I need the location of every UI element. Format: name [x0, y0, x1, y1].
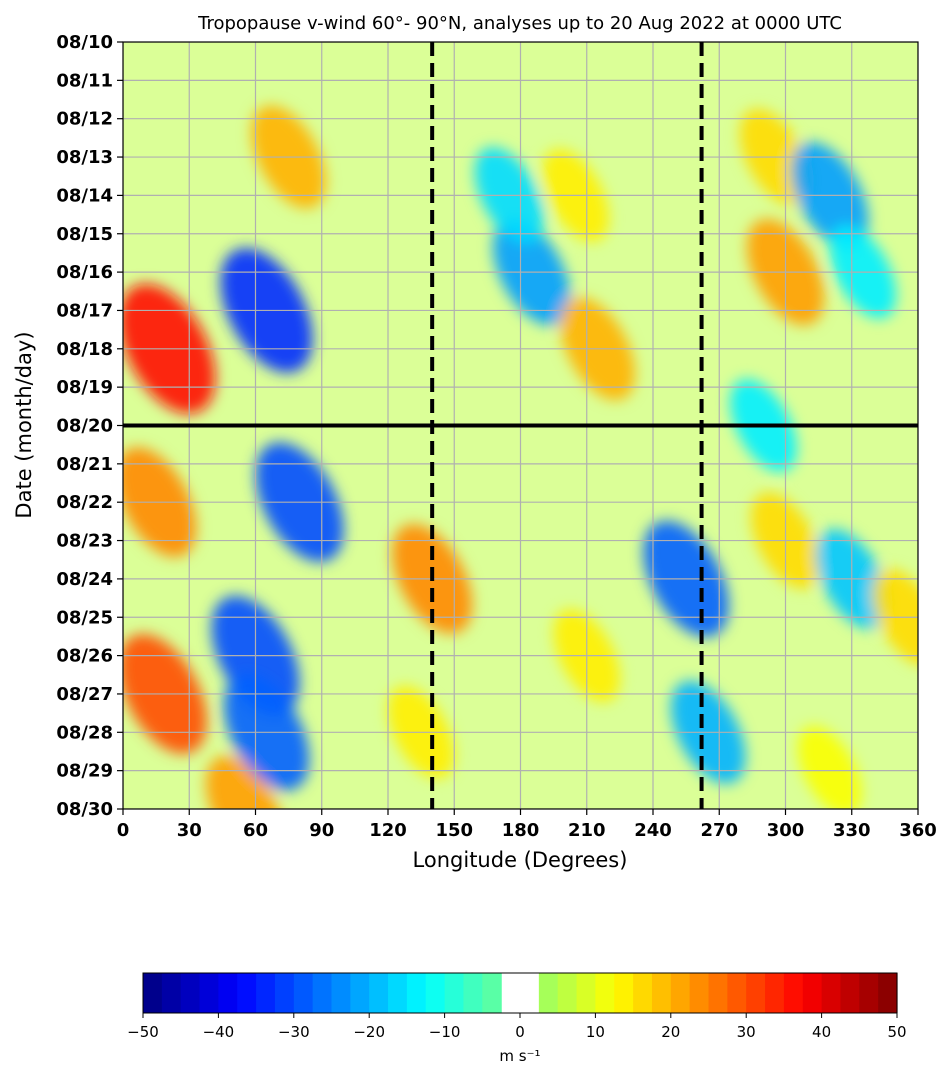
colorbar-segment — [746, 973, 766, 1013]
colorbar-tick-label: 10 — [586, 1023, 605, 1041]
plot-area — [123, 42, 918, 809]
colorbar-segment — [444, 973, 465, 1013]
reference-lines — [123, 42, 918, 809]
y-tick-label: 08/30 — [56, 799, 113, 820]
colorbar-segment — [161, 973, 182, 1013]
y-tick-label: 08/21 — [56, 454, 113, 475]
x-tick-label: 120 — [369, 820, 407, 841]
colorbar-tick-label: 40 — [812, 1023, 831, 1041]
colorbar-segment — [180, 973, 201, 1013]
colorbar-ticks: −50 −40 −30 −20 −10 0 10 20 30 40 50 — [127, 1013, 907, 1041]
y-tick-label: 08/24 — [56, 569, 113, 590]
colorbar-segment — [859, 973, 879, 1013]
y-tick-label: 08/18 — [56, 339, 113, 360]
y-tick-label: 08/22 — [56, 492, 113, 513]
colorbar-tick-label: −20 — [353, 1023, 385, 1041]
y-tick-label: 08/26 — [56, 646, 113, 667]
field-feature — [205, 755, 284, 809]
colorbar-segment — [651, 973, 672, 1013]
colorbar-segment — [256, 973, 276, 1013]
colorbar-segment — [821, 973, 842, 1013]
y-tick-label: 08/29 — [56, 761, 113, 782]
x-tick-label: 300 — [767, 820, 805, 841]
colorbar-segment — [614, 973, 634, 1013]
colorbar-segment — [557, 973, 578, 1013]
colorbar-tick-label: −30 — [278, 1023, 310, 1041]
colorbar — [142, 972, 898, 1014]
y-tick-label: 08/19 — [56, 377, 113, 398]
y-tick-label: 08/20 — [56, 416, 113, 437]
y-tick-label: 08/15 — [56, 224, 113, 245]
colorbar-segment — [765, 973, 785, 1013]
colorbar-segment — [274, 973, 295, 1013]
x-tick-label: 360 — [899, 820, 937, 841]
colorbar-segment — [670, 973, 691, 1013]
y-tick-label: 08/11 — [56, 70, 113, 91]
x-tick-label: 330 — [833, 820, 871, 841]
y-tick-label: 08/16 — [56, 262, 113, 283]
colorbar-segment — [708, 973, 728, 1013]
y-axis-label: Date (month/day) — [12, 331, 36, 518]
colorbar-segment — [840, 973, 860, 1013]
colorbar-segment — [406, 973, 427, 1013]
x-tick-label: 90 — [309, 820, 334, 841]
colorbar-segment — [425, 973, 446, 1013]
x-tick-label: 240 — [634, 820, 672, 841]
x-tick-label: 60 — [243, 820, 268, 841]
x-tick-label: 180 — [502, 820, 540, 841]
colorbar-segment — [293, 973, 314, 1013]
x-tick-label: 0 — [117, 820, 130, 841]
x-tick-label: 270 — [700, 820, 738, 841]
colorbar-segment — [463, 973, 483, 1013]
y-axis-ticks: 08/10 08/11 08/12 08/13 08/14 08/15 08/16 08/17… — [56, 32, 123, 820]
colorbar-segment — [538, 973, 559, 1013]
x-axis-label: Longitude (Degrees) — [413, 848, 628, 872]
colorbar-segment — [331, 973, 351, 1013]
colorbar-segment — [633, 973, 653, 1013]
colorbar-tick-label: −40 — [203, 1023, 235, 1041]
colorbar-segment — [783, 973, 804, 1013]
colorbar-tick-label: 30 — [737, 1023, 756, 1041]
y-tick-label: 08/23 — [56, 531, 113, 552]
colorbar-tick-label: −50 — [127, 1023, 159, 1041]
x-tick-label: 210 — [568, 820, 606, 841]
y-tick-label: 08/12 — [56, 109, 113, 130]
colorbar-tick-label: −10 — [429, 1023, 461, 1041]
colorbar-tick-label: 0 — [515, 1023, 525, 1041]
colorbar-segment — [576, 973, 596, 1013]
colorbar-segment — [199, 973, 219, 1013]
y-tick-label: 08/27 — [56, 684, 113, 705]
chart-title: Tropopause v-wind 60°- 90°N, analyses up… — [197, 13, 842, 34]
y-tick-label: 08/14 — [56, 185, 113, 206]
y-tick-label: 08/25 — [56, 607, 113, 628]
y-tick-label: 08/13 — [56, 147, 113, 168]
x-tick-label: 30 — [177, 820, 202, 841]
colorbar-segment — [595, 973, 615, 1013]
colorbar-segment — [727, 973, 747, 1013]
x-tick-label: 150 — [435, 820, 473, 841]
colorbar-label: m s⁻¹ — [499, 1047, 540, 1065]
colorbar-segment — [689, 973, 710, 1013]
y-tick-label: 08/28 — [56, 722, 113, 743]
colorbar-segment — [312, 973, 333, 1013]
x-axis-ticks: 0 30 60 90 120 150 180 210 240 270 300 330 360 — [117, 809, 937, 841]
colorbar-segment — [482, 973, 502, 1013]
wind-field — [123, 42, 918, 809]
colorbar-segment — [388, 973, 408, 1013]
y-tick-label: 08/10 — [56, 32, 113, 53]
colorbar-segment — [878, 973, 898, 1013]
colorbar-tick-label: 50 — [887, 1023, 906, 1041]
colorbar-tick-label: 20 — [661, 1023, 680, 1041]
y-tick-label: 08/17 — [56, 300, 113, 321]
colorbar-segment — [350, 973, 370, 1013]
colorbar-segment — [369, 973, 389, 1013]
colorbar-masked-segment — [501, 973, 539, 1013]
colorbar-segment — [143, 973, 163, 1013]
colorbar-segment — [237, 973, 257, 1013]
colorbar-segment — [802, 973, 823, 1013]
colorbar-segment — [218, 973, 238, 1013]
